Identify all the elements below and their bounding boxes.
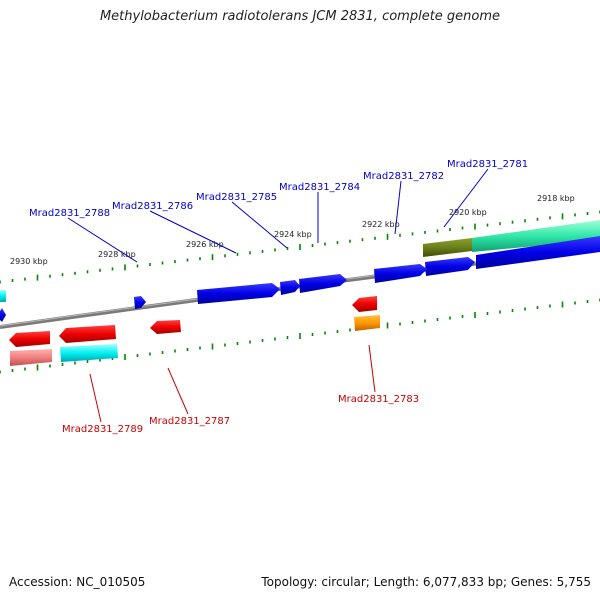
kbp-label-2918: 2918 kbp: [537, 194, 575, 203]
gene-label-Mrad2831_2784[interactable]: Mrad2831_2784: [279, 182, 360, 193]
kbp-label-2928: 2928 kbp: [98, 250, 136, 259]
reverse-genes: [9, 296, 380, 366]
gene-label-Mrad2831_2787[interactable]: Mrad2831_2787: [149, 416, 230, 427]
gene-feature[interactable]: [0, 308, 6, 322]
gene-label-Mrad2831_2789[interactable]: Mrad2831_2789: [62, 424, 143, 435]
kbp-label-2926: 2926 kbp: [186, 240, 224, 249]
gene-feature[interactable]: [280, 280, 300, 295]
gene-label-Mrad2831_2783[interactable]: Mrad2831_2783: [338, 394, 419, 405]
gene-feature[interactable]: [472, 220, 600, 252]
gene-feature[interactable]: [134, 296, 146, 309]
gene-label-Mrad2831_2785[interactable]: Mrad2831_2785: [196, 192, 277, 203]
scale-ticks-lower: [0, 298, 600, 374]
kbp-label-2924: 2924 kbp: [274, 230, 312, 239]
gene-feature[interactable]: [476, 236, 600, 269]
gene-label-Mrad2831_2782[interactable]: Mrad2831_2782: [363, 171, 444, 182]
gene-feature[interactable]: [374, 264, 427, 283]
accession-text: Accession: NC_010505: [9, 575, 146, 589]
leader-lines: [67, 168, 489, 423]
gene-label-Mrad2831_2788[interactable]: Mrad2831_2788: [29, 208, 110, 219]
forward-genes: [0, 220, 600, 322]
gene-feature[interactable]: [9, 331, 50, 347]
kbp-label-2920: 2920 kbp: [449, 208, 487, 217]
gene-label-Mrad2831_2786[interactable]: Mrad2831_2786: [112, 201, 193, 212]
map-title: Methylobacterium radiotolerans JCM 2831,…: [99, 9, 501, 24]
gene-feature[interactable]: [423, 238, 472, 257]
gene-feature[interactable]: [352, 296, 377, 312]
scale-ticks-upper: [0, 210, 600, 284]
gene-feature[interactable]: [150, 320, 181, 334]
gene-feature[interactable]: [0, 290, 6, 302]
gene-feature[interactable]: [60, 344, 118, 362]
gene-feature[interactable]: [10, 349, 52, 366]
kbp-label-2930: 2930 kbp: [10, 257, 48, 266]
gene-feature[interactable]: [354, 315, 380, 331]
kbp-label-2922: 2922 kbp: [362, 220, 400, 229]
gene-feature[interactable]: [299, 274, 347, 293]
gene-feature[interactable]: [425, 257, 475, 276]
gene-label-Mrad2831_2781[interactable]: Mrad2831_2781: [447, 159, 528, 170]
genome-stats-text: Topology: circular; Length: 6,077,833 bp…: [261, 575, 591, 589]
gene-feature[interactable]: [59, 325, 116, 343]
gene-feature[interactable]: [197, 283, 280, 304]
